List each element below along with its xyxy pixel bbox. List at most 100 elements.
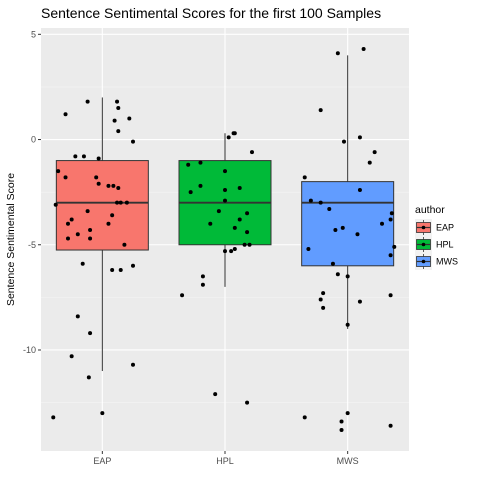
data-point xyxy=(321,305,326,310)
x-axis: EAP HPL MWS xyxy=(93,451,359,466)
legend-label: HPL xyxy=(436,240,454,250)
legend-title: author xyxy=(415,204,445,216)
data-point xyxy=(318,108,323,113)
data-point xyxy=(115,200,120,205)
data-point xyxy=(389,211,394,216)
data-point xyxy=(242,242,247,247)
data-point xyxy=(380,221,385,226)
y-axis: 5 0 -5 -10 xyxy=(23,29,41,355)
x-tick-label: HPL xyxy=(216,456,234,466)
data-point xyxy=(226,135,231,140)
data-point xyxy=(388,253,393,258)
data-point xyxy=(232,246,237,251)
data-point xyxy=(216,209,221,214)
box-mws xyxy=(301,55,395,329)
data-point xyxy=(302,175,307,180)
data-point xyxy=(69,354,74,359)
data-point xyxy=(355,232,360,237)
data-point xyxy=(88,331,93,336)
data-point xyxy=(65,221,70,226)
y-tick-label: 5 xyxy=(31,29,36,39)
y-tick-label: -10 xyxy=(23,345,36,355)
data-point xyxy=(232,225,237,230)
jitter-points xyxy=(51,47,397,432)
data-point xyxy=(372,150,377,155)
data-point xyxy=(357,135,362,140)
data-point xyxy=(116,105,121,110)
data-point xyxy=(330,261,335,266)
data-point xyxy=(131,362,135,367)
legend-key-point xyxy=(421,242,426,247)
data-point xyxy=(318,200,323,205)
data-point xyxy=(318,297,323,302)
data-point xyxy=(345,411,350,416)
data-point xyxy=(232,131,237,136)
data-point xyxy=(53,202,58,207)
data-point xyxy=(302,415,307,420)
data-point xyxy=(249,150,254,155)
data-point xyxy=(116,129,121,134)
data-point xyxy=(357,188,362,193)
box-iqr xyxy=(301,181,395,267)
data-point xyxy=(81,154,86,159)
legend-item-hpl: HPL xyxy=(415,236,454,253)
data-point xyxy=(308,198,313,203)
data-point xyxy=(75,232,80,237)
data-point xyxy=(127,116,132,121)
data-point xyxy=(106,221,111,226)
box-layer xyxy=(55,55,395,372)
data-point xyxy=(51,415,56,420)
data-point xyxy=(106,183,111,188)
data-point xyxy=(388,217,393,222)
data-point xyxy=(245,230,250,235)
data-point xyxy=(122,242,127,247)
data-point xyxy=(198,183,203,188)
data-point xyxy=(345,322,350,327)
data-point xyxy=(200,282,205,287)
box-hpl xyxy=(178,133,272,287)
data-point xyxy=(88,236,93,241)
legend-label: MWS xyxy=(436,257,458,267)
data-point xyxy=(94,175,99,180)
data-point xyxy=(88,228,93,233)
x-tick-label: MWS xyxy=(337,456,359,466)
data-point xyxy=(65,236,70,241)
legend-label: EAP xyxy=(436,223,454,233)
data-point xyxy=(229,249,234,254)
data-point xyxy=(223,198,227,203)
points-hpl xyxy=(180,131,254,405)
data-point xyxy=(118,200,123,205)
data-point xyxy=(131,263,135,268)
data-point xyxy=(100,411,105,416)
data-point xyxy=(75,314,80,319)
data-point xyxy=(110,268,115,273)
data-point xyxy=(237,217,242,222)
data-point xyxy=(69,217,74,222)
data-point xyxy=(56,169,61,174)
data-point xyxy=(345,274,350,279)
data-point xyxy=(96,156,101,161)
data-point xyxy=(223,188,227,193)
data-point xyxy=(339,419,344,424)
x-tick-label: EAP xyxy=(93,456,111,466)
points-eap xyxy=(51,99,135,420)
data-point xyxy=(96,181,101,186)
data-point xyxy=(111,183,116,188)
data-point xyxy=(335,272,340,277)
data-point xyxy=(340,225,345,230)
data-point xyxy=(367,160,372,165)
data-point xyxy=(247,242,252,247)
chart-title: Sentence Sentimental Scores for the firs… xyxy=(41,5,381,21)
data-point xyxy=(388,293,393,298)
data-point xyxy=(115,99,120,104)
data-point xyxy=(333,228,338,233)
data-point xyxy=(80,261,85,266)
data-point xyxy=(85,209,90,214)
data-point xyxy=(321,291,326,296)
data-point xyxy=(388,423,393,428)
data-point xyxy=(392,244,397,249)
data-point xyxy=(245,400,250,405)
data-point xyxy=(223,169,227,174)
data-point xyxy=(357,299,362,304)
data-point xyxy=(200,274,205,279)
